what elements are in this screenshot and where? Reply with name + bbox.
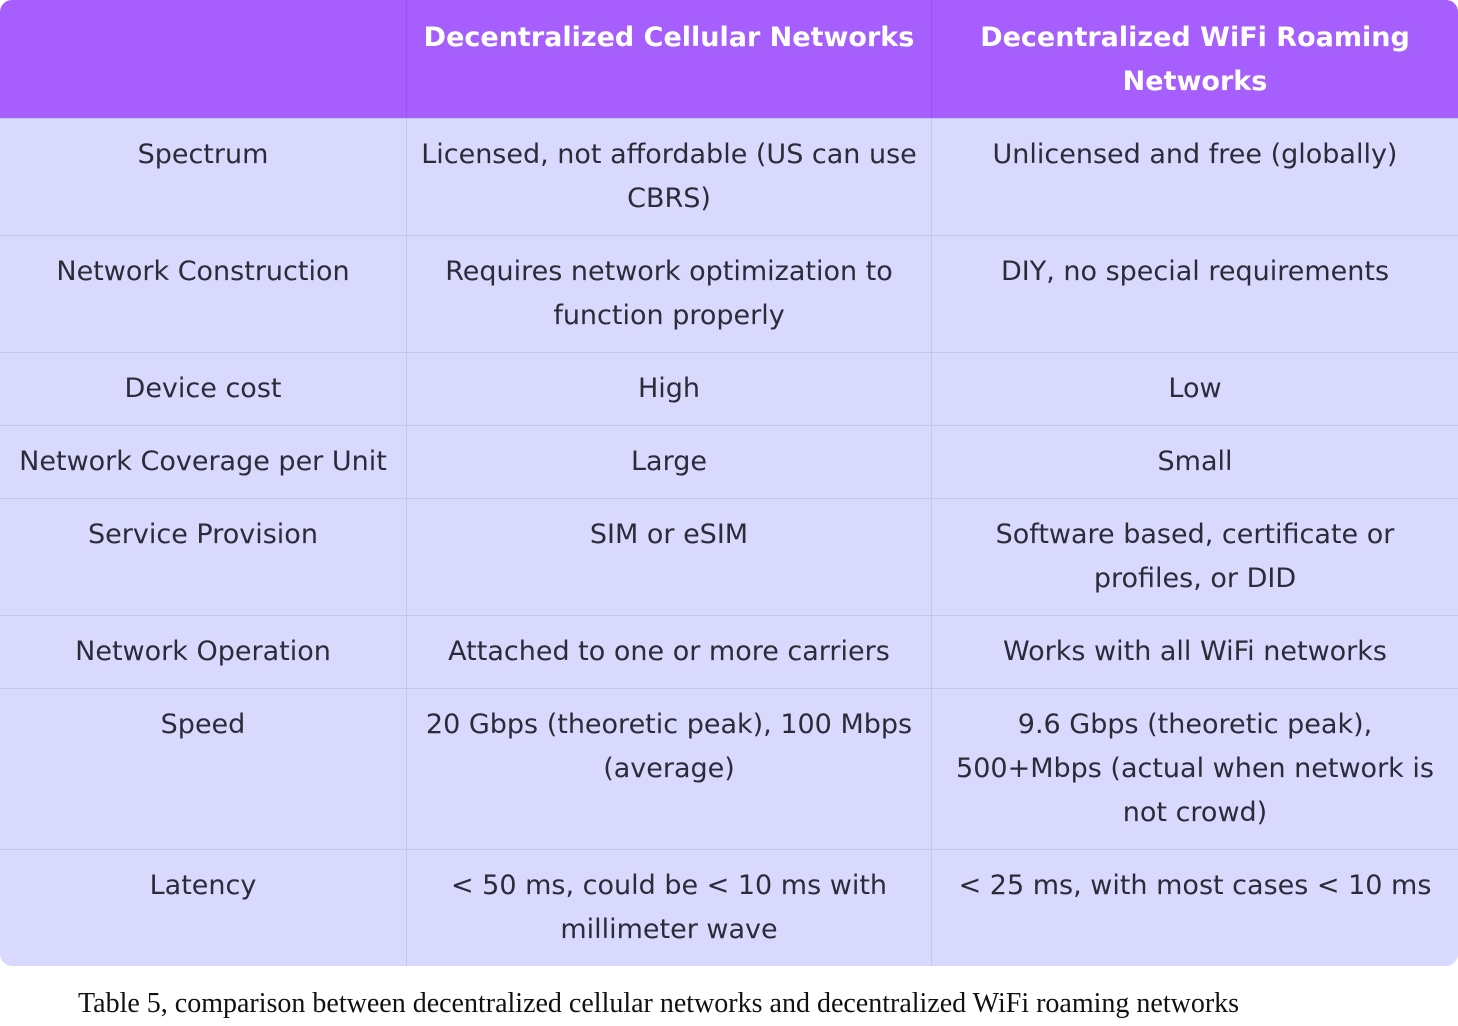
wifi-cell: Low [932,352,1458,425]
wifi-cell: Unlicensed and free (globally) [932,118,1458,235]
table-row: Service Provision SIM or eSIM Software b… [0,498,1458,615]
table-row: Device cost High Low [0,352,1458,425]
row-label: Speed [0,688,407,849]
table-header-row: Decentralized Cellular Networks Decentra… [0,0,1458,118]
cellular-cell: Licensed, not affordable (US can use CBR… [407,118,932,235]
wifi-cell: Small [932,425,1458,498]
header-wifi: Decentralized WiFi Roaming Networks [932,0,1458,118]
cellular-cell: 20 Gbps (theoretic peak), 100 Mbps (aver… [407,688,932,849]
row-label: Network Coverage per Unit [0,425,407,498]
row-label: Service Provision [0,498,407,615]
wifi-cell: < 25 ms, with most cases < 10 ms [932,849,1458,966]
header-cellular: Decentralized Cellular Networks [407,0,932,118]
table-row: Latency < 50 ms, could be < 10 ms with m… [0,849,1458,966]
cellular-cell: SIM or eSIM [407,498,932,615]
table-caption: Table 5, comparison between decentralize… [78,988,1240,1019]
cellular-cell: Requires network optimization to functio… [407,235,932,352]
table-row: Network Operation Attached to one or mor… [0,615,1458,688]
row-label: Device cost [0,352,407,425]
table-row: Spectrum Licensed, not affordable (US ca… [0,118,1458,235]
row-label: Latency [0,849,407,966]
cellular-cell: Large [407,425,932,498]
table-row: Speed 20 Gbps (theoretic peak), 100 Mbps… [0,688,1458,849]
comparison-table: Decentralized Cellular Networks Decentra… [0,0,1458,966]
row-label: Spectrum [0,118,407,235]
row-label: Network Operation [0,615,407,688]
table-row: Network Construction Requires network op… [0,235,1458,352]
cellular-cell: Attached to one or more carriers [407,615,932,688]
row-label: Network Construction [0,235,407,352]
table-row: Network Coverage per Unit Large Small [0,425,1458,498]
wifi-cell: Software based, certificate or profiles,… [932,498,1458,615]
cellular-cell: High [407,352,932,425]
cellular-cell: < 50 ms, could be < 10 ms with millimete… [407,849,932,966]
wifi-cell: DIY, no special requirements [932,235,1458,352]
header-empty-cell [0,0,407,118]
wifi-cell: Works with all WiFi networks [932,615,1458,688]
wifi-cell: 9.6 Gbps (theoretic peak), 500+Mbps (act… [932,688,1458,849]
